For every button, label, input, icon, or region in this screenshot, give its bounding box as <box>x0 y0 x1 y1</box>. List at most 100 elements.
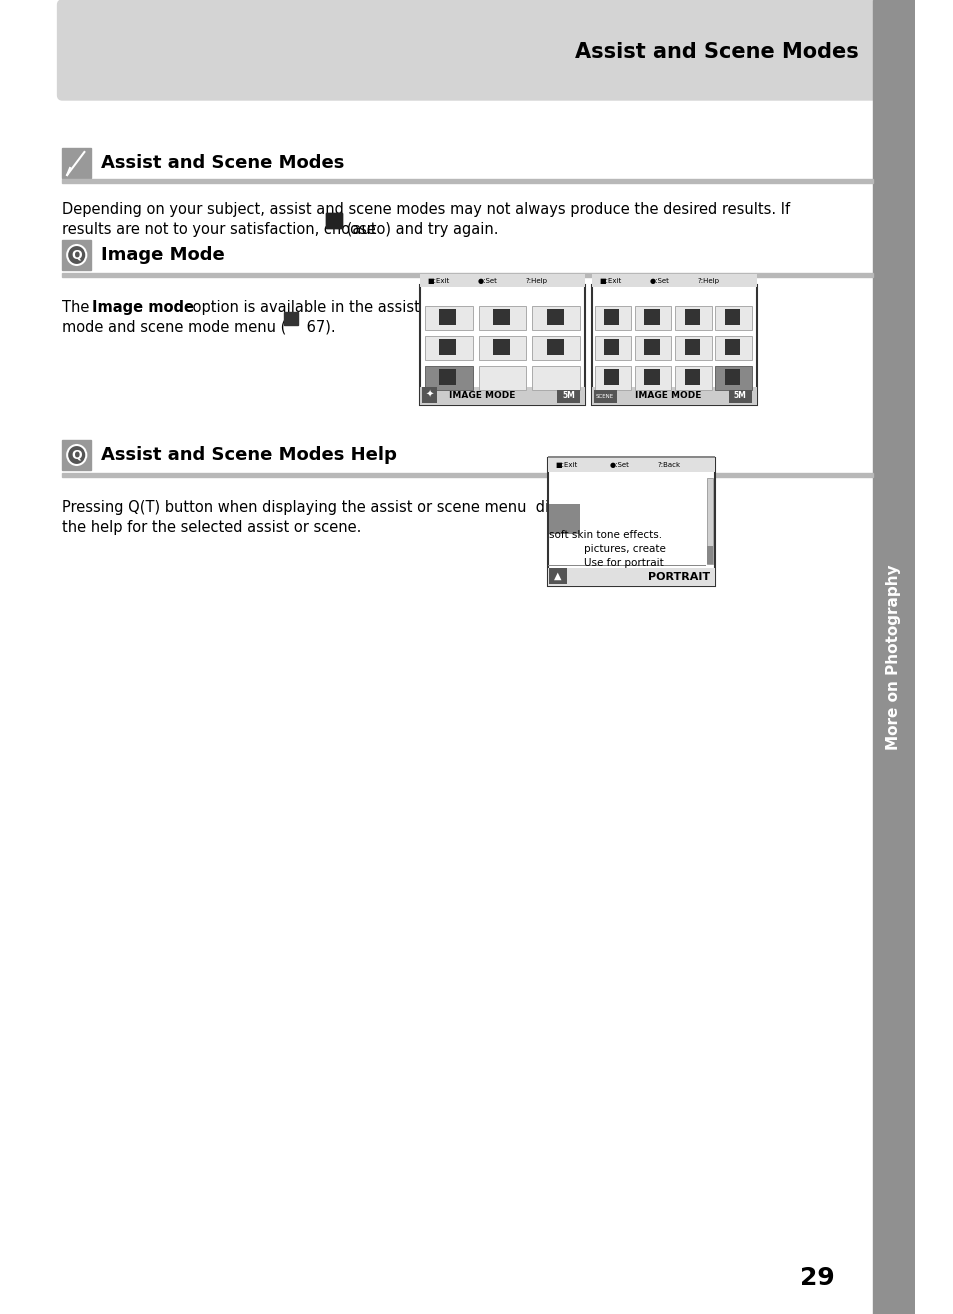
Text: ?:Back: ?:Back <box>658 463 680 468</box>
Bar <box>493 339 510 355</box>
FancyBboxPatch shape <box>57 0 891 100</box>
Bar <box>591 388 756 405</box>
Bar <box>62 473 872 477</box>
Text: IMAGE MODE: IMAGE MODE <box>635 392 700 401</box>
Bar <box>724 339 740 355</box>
Bar <box>329 219 335 225</box>
Bar <box>594 367 630 390</box>
Text: 67).: 67). <box>302 321 335 335</box>
Bar <box>62 273 872 277</box>
Bar <box>724 369 740 385</box>
Text: ?:Help: ?:Help <box>697 279 719 284</box>
Bar <box>706 478 713 564</box>
Text: SCENE: SCENE <box>596 393 614 398</box>
Bar <box>478 306 526 330</box>
Bar <box>593 390 616 403</box>
Text: Assist and Scene Modes: Assist and Scene Modes <box>101 154 344 172</box>
Bar <box>421 388 436 403</box>
Bar <box>424 306 473 330</box>
Bar <box>438 369 456 385</box>
Bar <box>594 336 630 360</box>
Text: Image Mode: Image Mode <box>101 246 224 264</box>
Text: The: The <box>62 300 94 315</box>
Bar <box>557 390 579 403</box>
Bar <box>643 369 659 385</box>
Bar <box>62 440 91 470</box>
Bar <box>594 306 630 330</box>
Bar <box>603 339 618 355</box>
Text: ▲: ▲ <box>554 572 561 581</box>
Text: Q: Q <box>71 248 82 261</box>
Bar <box>675 306 711 330</box>
Bar <box>675 367 711 390</box>
Text: More on Photography: More on Photography <box>885 564 901 750</box>
Bar <box>591 285 756 405</box>
Bar <box>424 336 473 360</box>
Text: option is available in the assist: option is available in the assist <box>188 300 419 315</box>
Text: ■:Exit: ■:Exit <box>427 279 450 284</box>
Text: soft skin tone effects.: soft skin tone effects. <box>549 530 662 540</box>
Bar <box>438 339 456 355</box>
Text: ●:Set: ●:Set <box>649 279 668 284</box>
Text: ■:Exit: ■:Exit <box>555 463 577 468</box>
Bar <box>419 275 584 286</box>
Bar <box>634 306 671 330</box>
Bar <box>643 309 659 325</box>
Bar <box>715 367 751 390</box>
Bar <box>634 367 671 390</box>
Bar <box>532 306 579 330</box>
Bar <box>532 367 579 390</box>
Bar <box>684 339 700 355</box>
Bar <box>438 309 456 325</box>
Bar <box>603 309 618 325</box>
Bar <box>532 336 579 360</box>
Bar <box>684 369 700 385</box>
Bar <box>326 213 342 229</box>
Bar <box>493 309 510 325</box>
Bar <box>546 309 563 325</box>
Text: results are not to your satisfaction, choose: results are not to your satisfaction, ch… <box>62 222 380 237</box>
Text: the help for the selected assist or scene.: the help for the selected assist or scen… <box>62 520 361 535</box>
Bar <box>872 0 914 1314</box>
Bar <box>715 336 751 360</box>
Bar <box>706 547 713 564</box>
Bar <box>591 275 756 286</box>
Bar <box>715 306 751 330</box>
Text: Pressing Q(T) button when displaying the assist or scene menu  displays: Pressing Q(T) button when displaying the… <box>62 501 596 515</box>
Text: 29: 29 <box>799 1265 834 1290</box>
Text: Q: Q <box>71 448 82 461</box>
Text: 5M: 5M <box>561 392 575 401</box>
Bar <box>284 311 298 325</box>
Bar <box>547 459 715 472</box>
Text: ●:Set: ●:Set <box>609 463 629 468</box>
Bar <box>419 388 584 405</box>
Text: mode and scene mode menu (: mode and scene mode menu ( <box>62 321 287 335</box>
Bar <box>419 285 584 405</box>
Bar <box>326 213 342 229</box>
Bar <box>547 456 715 459</box>
Text: ■:Exit: ■:Exit <box>598 279 621 284</box>
Bar <box>603 369 618 385</box>
Bar <box>424 367 473 390</box>
Bar <box>634 336 671 360</box>
Bar <box>547 568 715 586</box>
Bar <box>724 309 740 325</box>
Text: ?:Help: ?:Help <box>525 279 547 284</box>
Bar <box>478 336 526 360</box>
Bar <box>728 390 751 403</box>
Bar <box>643 339 659 355</box>
Text: Image mode: Image mode <box>91 300 193 315</box>
Text: 5M: 5M <box>733 392 746 401</box>
Text: Depending on your subject, assist and scene modes may not always produce the des: Depending on your subject, assist and sc… <box>62 202 790 217</box>
Text: IMAGE MODE: IMAGE MODE <box>449 392 515 401</box>
Circle shape <box>67 445 86 465</box>
Text: PORTRAIT: PORTRAIT <box>647 572 709 582</box>
Text: Assist and Scene Modes: Assist and Scene Modes <box>574 42 858 62</box>
Bar <box>549 505 579 533</box>
Bar <box>547 459 715 586</box>
Bar <box>478 367 526 390</box>
Circle shape <box>67 244 86 265</box>
Text: Use for portrait: Use for portrait <box>583 558 663 568</box>
Text: Assist and Scene Modes Help: Assist and Scene Modes Help <box>101 445 396 464</box>
Bar <box>684 309 700 325</box>
